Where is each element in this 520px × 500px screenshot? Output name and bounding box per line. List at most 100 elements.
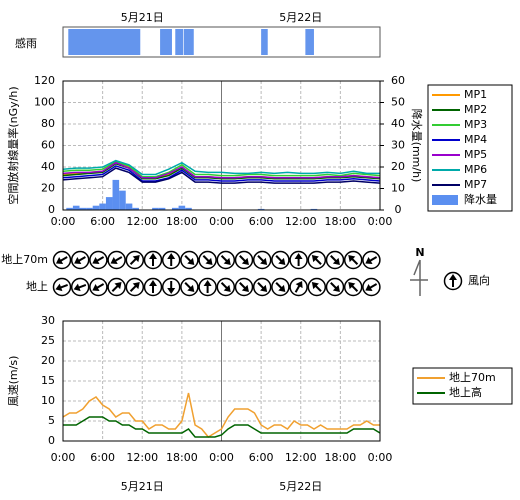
wind-arrow	[216, 250, 236, 270]
y-tick-label: 30	[41, 314, 55, 327]
plot-frame	[62, 80, 381, 211]
x-tick-label: 6:00	[90, 215, 115, 228]
x-tick-label: 6:00	[249, 215, 274, 228]
y2-axis-label: 降水量(mm/h)	[410, 109, 424, 183]
arrow-head	[73, 283, 81, 292]
rain-period	[305, 29, 314, 55]
rain-period	[175, 29, 184, 55]
arrow-head	[294, 253, 303, 259]
wind-arrow	[70, 250, 90, 270]
wind-arrow	[289, 250, 308, 270]
arrow-head	[241, 284, 249, 292]
wind-arrow	[343, 250, 363, 270]
wind-arrow	[125, 277, 145, 297]
arrow-head	[92, 284, 100, 291]
series-line	[62, 162, 381, 180]
arrow-head	[149, 253, 157, 259]
arrow-body	[294, 253, 303, 266]
legend-label: 降水量	[464, 192, 497, 206]
x-tick-label: 0:00	[209, 215, 234, 228]
compass	[410, 259, 428, 296]
series-line	[62, 160, 381, 178]
legend-label: MP6	[464, 163, 487, 176]
date-label: 5月22日	[279, 480, 322, 493]
y-tick-label: 20	[41, 354, 55, 367]
y-tick-label: 60	[41, 139, 55, 152]
arrow-head	[449, 274, 457, 280]
wind-arrow	[443, 271, 463, 291]
wind-arrow	[307, 250, 327, 270]
arrow-body	[92, 256, 105, 264]
arrow-head	[110, 257, 118, 264]
precip-bar	[105, 197, 113, 210]
series-line	[62, 159, 380, 176]
x-tick-label: 0:00	[368, 215, 393, 228]
series-line	[62, 167, 381, 184]
row-label: 地上70m	[1, 253, 48, 266]
rain-period	[261, 29, 268, 55]
arrow-head	[203, 280, 212, 286]
y2-tick-label: 0	[395, 203, 402, 216]
plot-frame	[62, 320, 381, 442]
arrow-head	[223, 284, 231, 292]
arrow-head	[223, 257, 231, 265]
arrow-body	[73, 283, 87, 292]
arrow-head	[205, 257, 213, 265]
y2-tick-label: 30	[391, 139, 405, 152]
y-tick-label: 20	[41, 182, 55, 195]
precip-bar	[132, 207, 139, 210]
legend-box	[412, 367, 513, 405]
wind-arrow	[252, 277, 272, 297]
precip-bar	[178, 205, 186, 210]
arrow-body	[203, 280, 212, 293]
precip-bar	[119, 190, 126, 210]
arrow-head	[241, 257, 249, 265]
precip-bar	[171, 207, 179, 210]
arrow-head	[92, 257, 100, 264]
wind-arrow	[180, 250, 199, 270]
rain-period	[68, 29, 141, 55]
arrow-body	[149, 280, 157, 293]
x-tick-label: 18:00	[325, 451, 357, 464]
y-tick-label: 40	[41, 160, 55, 173]
arrow-body	[348, 282, 359, 292]
arrow-head	[132, 255, 140, 263]
arrow-body	[111, 282, 122, 292]
legend-label: MP4	[464, 133, 487, 146]
arrow-head	[187, 284, 195, 292]
arrow-body	[348, 255, 359, 265]
wind-arrow	[89, 250, 108, 270]
x-tick-label: 18:00	[166, 451, 198, 464]
wind-arrow	[307, 277, 327, 297]
series-line	[63, 416, 381, 438]
north-label: N	[415, 246, 424, 259]
precip-bar	[99, 203, 106, 210]
x-tick-label: 0:00	[209, 451, 234, 464]
arrow-body	[365, 283, 378, 291]
precip-bar	[72, 205, 80, 210]
y-tick-label: 25	[41, 334, 55, 347]
series-line	[62, 161, 381, 179]
arrow-body	[239, 282, 249, 292]
wind-arrow	[143, 277, 163, 297]
x-tick-label: 18:00	[166, 215, 198, 228]
wind-arrow	[70, 277, 90, 297]
precip-bar	[158, 207, 166, 210]
wind-arrow	[198, 277, 217, 297]
arrow-head	[260, 284, 268, 292]
x-tick-label: 6:00	[90, 451, 115, 464]
x-tick-label: 12:00	[126, 451, 158, 464]
arrow-head	[260, 257, 268, 265]
arrow-body	[275, 282, 286, 292]
legend-label: MP5	[464, 148, 487, 161]
arrow-body	[294, 280, 303, 293]
precip-bar	[125, 203, 133, 210]
arrow-body	[257, 255, 268, 265]
wind-arrow	[107, 250, 126, 270]
y2-tick-label: 60	[391, 74, 405, 87]
arrow-body	[220, 282, 231, 292]
arrow-head	[295, 280, 303, 289]
row-label: 感雨	[15, 37, 37, 50]
wind-arrow	[362, 277, 381, 297]
